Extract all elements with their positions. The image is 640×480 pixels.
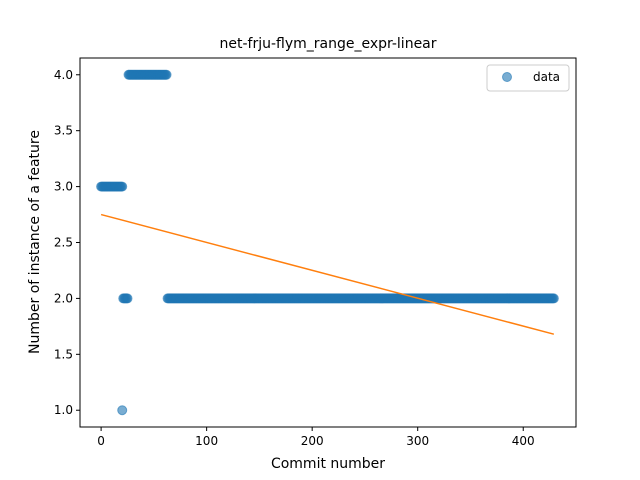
x-tick-label: 300 (406, 434, 429, 448)
y-tick-label: 3.0 (54, 180, 73, 194)
data-point (161, 69, 172, 80)
data-point (117, 181, 128, 192)
x-tick-label: 400 (512, 434, 535, 448)
data-point (122, 293, 133, 304)
legend-label-data: data (533, 70, 560, 84)
y-tick-label: 4.0 (54, 68, 73, 82)
plot-area (96, 69, 559, 416)
legend: data (486, 64, 570, 92)
x-axis: 0 100 200 300 400 (97, 427, 535, 448)
legend-box (486, 64, 570, 92)
data-point (117, 405, 128, 416)
data-point (548, 293, 559, 304)
y-axis-label: Number of instance of a feature (27, 130, 43, 354)
x-tick-label: 200 (301, 434, 324, 448)
x-tick-label: 0 (97, 434, 105, 448)
axes-frame (79, 57, 577, 428)
legend-marker (502, 72, 512, 82)
y-tick-label: 1.5 (54, 347, 73, 361)
y-tick-label: 1.0 (54, 403, 73, 417)
x-axis-label: Commit number (271, 456, 385, 472)
y-tick-label: 3.5 (54, 124, 73, 138)
y-axis: 1.0 1.5 2.0 2.5 3.0 3.5 4.0 (54, 68, 80, 417)
chart-title: net-frju-flym_range_expr-linear (219, 36, 436, 52)
y-tick-label: 2.0 (54, 291, 73, 305)
y-tick-label: 2.5 (54, 236, 73, 250)
x-tick-label: 100 (195, 434, 218, 448)
fit-line (100, 213, 555, 335)
